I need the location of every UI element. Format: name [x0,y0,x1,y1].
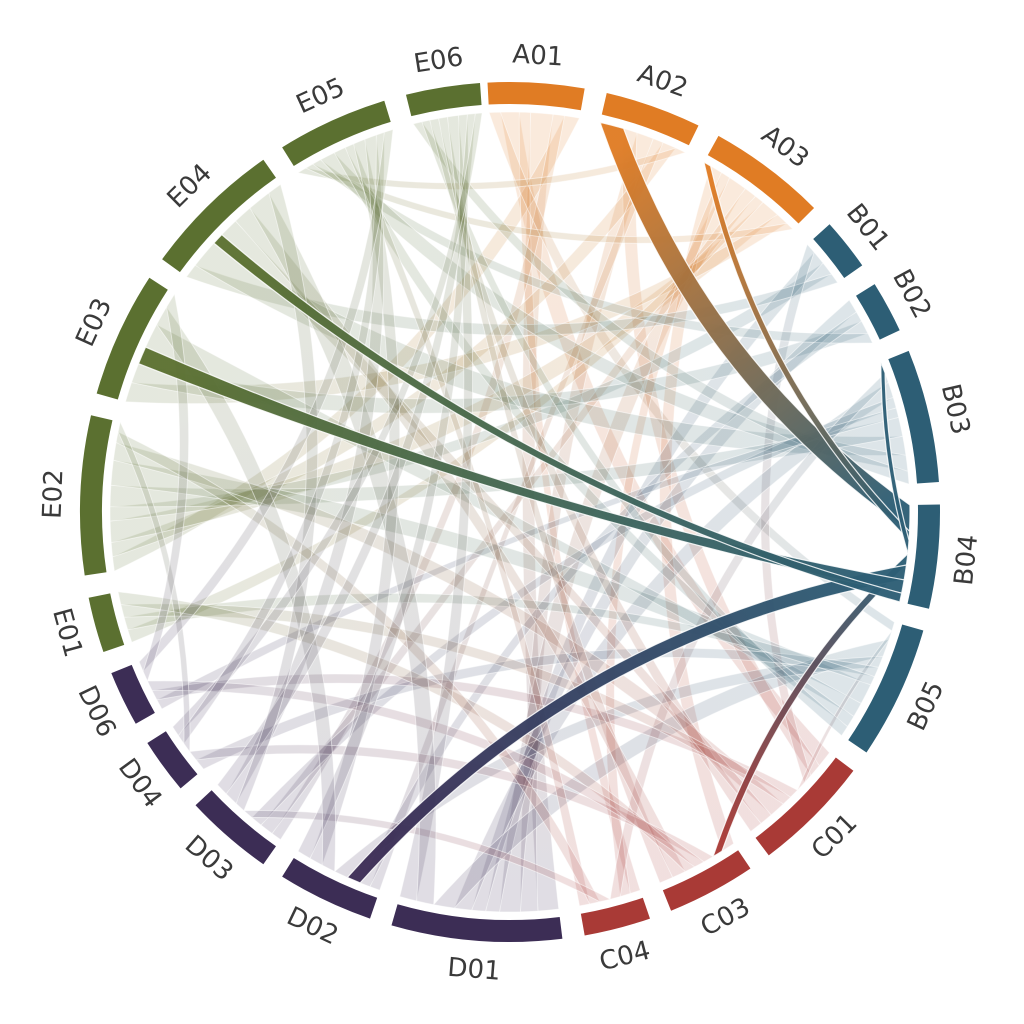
node-label-B03: B03 [935,381,976,437]
ribbon-B02-E05 [311,159,874,344]
node-label-D04: D04 [112,753,168,814]
highlighted-ribbon-B03-B04 [880,361,910,554]
ribbon-B03-D01 [453,381,894,911]
highlighted-ribbon-E03-B04 [137,346,905,594]
highlighted-ribbon-A03-B04 [703,160,911,542]
arc-E02 [79,415,113,576]
arc-E05 [282,100,391,166]
ribbon-C03-E04 [234,207,686,879]
arc-E04 [162,159,276,273]
node-label-D01: D01 [446,953,501,987]
highlighted-ribbon-A02-B04 [599,121,911,533]
node-label-E02: E02 [37,469,69,520]
arc-B02 [856,284,900,340]
node-label-B05: B05 [902,677,951,736]
ribbon-D06-E05 [138,128,394,673]
ribbon-D01-E04 [249,192,437,906]
ribbon-D06-E03 [142,292,190,683]
arc-B05 [848,624,924,753]
arc-D03 [195,790,276,865]
node-label-E03: E03 [70,294,118,351]
arc-D04 [147,731,198,789]
arc-A02 [601,93,699,146]
arc-D06 [111,664,155,724]
arc-A03 [707,135,815,224]
ribbon-D02-E06 [297,113,469,860]
node-label-D03: D03 [179,830,239,887]
arc-C04 [580,897,650,936]
arc-E06 [405,83,482,117]
ribbon-D04-E05 [177,131,385,745]
ribbon-A02-D01 [520,132,654,913]
ribbon-D02-E05 [309,138,401,866]
node-label-C03: C03 [696,892,755,943]
arc-B04 [907,504,940,609]
highlighted-ribbon-D02-B04 [346,564,908,884]
ribbon-C04-E05 [344,143,591,907]
arc-A01 [487,82,585,111]
ribbon-C04-D03 [242,810,612,903]
arc-D01 [391,904,563,942]
node-label-C01: C01 [806,808,863,865]
arc-D02 [282,858,378,919]
node-label-E01: E01 [46,605,88,661]
highlighted-ribbon-E04-B04 [213,233,903,603]
node-label-A01: A01 [512,39,565,72]
ribbon-B05-C01 [797,630,893,791]
arc-E03 [96,277,168,400]
arc-E01 [88,593,125,652]
arc-B01 [813,224,863,278]
ribbon-D04-E02 [117,420,191,753]
arc-C01 [755,757,854,856]
node-label-B02: B02 [886,264,937,323]
node-label-A02: A02 [634,59,692,104]
arc-B03 [888,350,939,484]
node-label-B04: B04 [949,533,984,587]
node-label-E05: E05 [292,72,349,120]
node-label-C04: C04 [596,936,653,978]
ribbon-D03-E06 [216,113,476,795]
node-label-E06: E06 [412,42,466,79]
highlighted-ribbon-C03-B04 [711,552,909,858]
arc-C03 [662,850,751,911]
ribbon-A02-E02 [110,141,677,558]
node-label-D02: D02 [282,901,343,951]
node-label-D06: D06 [71,681,121,742]
ribbon-A02-E05 [296,147,687,191]
